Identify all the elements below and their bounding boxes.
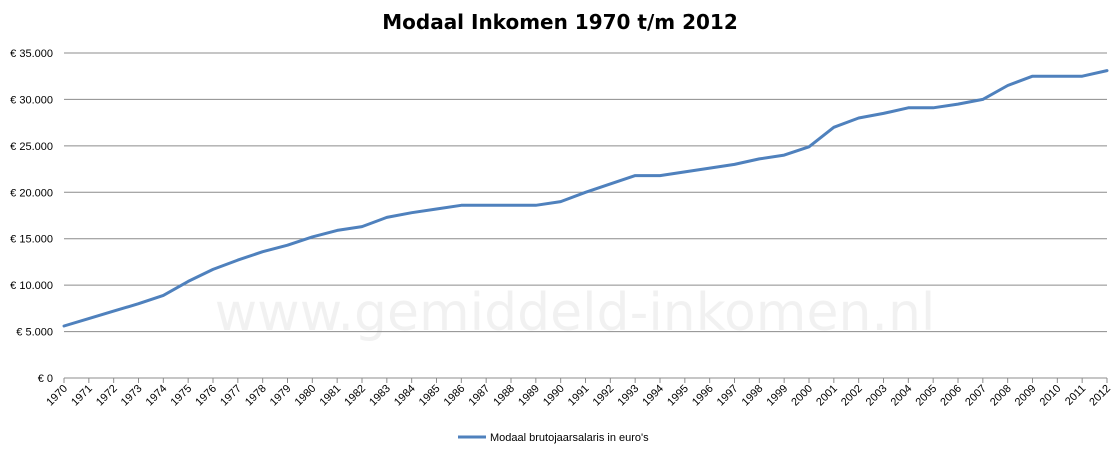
x-tick-label: 2004	[889, 383, 915, 409]
chart-title: Modaal Inkomen 1970 t/m 2012	[382, 10, 738, 34]
x-tick-label: 1980	[293, 383, 319, 409]
x-tick-label: 1994	[640, 383, 666, 409]
x-tick-label: 1976	[193, 383, 219, 409]
x-tick-label: 1997	[715, 383, 741, 409]
legend-label: Modaal brutojaarsalaris in euro's	[490, 432, 649, 444]
x-tick-label: 1973	[119, 383, 145, 409]
series-group	[62, 69, 1109, 328]
x-tick-label: 1993	[615, 383, 641, 409]
x-tick-label: 1989	[516, 383, 542, 409]
x-tick-label: 2010	[1038, 383, 1064, 409]
y-tick-label: € 10.000	[10, 280, 53, 292]
legend: Modaal brutojaarsalaris in euro's	[458, 432, 649, 444]
watermark-text: www.gemiddeld-inkomen.nl	[215, 283, 936, 343]
x-tick-label: 1990	[541, 383, 567, 409]
x-tick-label: 2011	[1063, 383, 1088, 408]
x-tick-label: 2007	[963, 383, 989, 409]
y-tick-label: € 20.000	[10, 187, 53, 199]
x-tick-label: 2000	[789, 383, 815, 409]
gridlines	[64, 52, 1107, 333]
x-tick-label: 1981	[317, 383, 343, 409]
x-tick-label: 2001	[814, 383, 840, 409]
x-tick-label: 1988	[491, 383, 517, 409]
x-tick-label: 1987	[466, 383, 492, 409]
x-tick-label: 1996	[690, 383, 716, 409]
x-tick-label: 1971	[69, 383, 95, 409]
x-tick-label: 1982	[342, 383, 368, 409]
x-tick-label: 2008	[988, 383, 1014, 409]
x-tick-label: 1972	[94, 383, 120, 409]
x-axis-tick-labels: 1970 1971 1972 1973 1974 1975 1976 1977 1978 1979…	[44, 383, 1113, 409]
x-tick-label: 2012	[1087, 383, 1113, 409]
x-tick-label: 2009	[1013, 383, 1039, 409]
x-tick-label: 1992	[591, 383, 617, 409]
x-tick-label: 1998	[740, 383, 766, 409]
y-tick-label: € 15.000	[10, 234, 53, 246]
y-tick-label: € 30.000	[10, 94, 53, 106]
x-tick-label: 2005	[913, 383, 939, 409]
y-axis-tick-labels: € 0 € 5.000 € 10.000 € 15.000 € 20.000 € 25.0…	[10, 48, 53, 385]
x-tick-label: 1974	[144, 383, 170, 409]
x-tick-label: 1985	[417, 383, 443, 409]
x-tick-label: 1979	[268, 383, 294, 409]
x-tick-label: 1999	[764, 383, 790, 409]
y-tick-label: € 35.000	[10, 48, 53, 60]
x-tick-label: 1986	[442, 383, 468, 409]
x-tick-label: 1995	[665, 383, 691, 409]
x-tick-label: 1984	[392, 383, 418, 409]
series-line	[62, 69, 1109, 328]
x-tick-label: 2006	[938, 383, 964, 409]
x-tick-label: 1983	[367, 383, 393, 409]
y-tick-label: € 0	[38, 373, 53, 385]
y-tick-label: € 25.000	[10, 141, 53, 153]
y-tick-label: € 5.000	[16, 327, 53, 339]
x-tick-label: 1977	[218, 383, 244, 409]
x-tick-label: 1970	[44, 383, 70, 409]
x-tick-label: 2003	[864, 383, 890, 409]
x-tick-label: 2002	[839, 383, 865, 409]
x-tick-label: 1978	[243, 383, 269, 409]
x-axis	[63, 377, 1108, 383]
x-tick-label: 1991	[566, 383, 592, 409]
x-tick-label: 1975	[168, 383, 194, 409]
